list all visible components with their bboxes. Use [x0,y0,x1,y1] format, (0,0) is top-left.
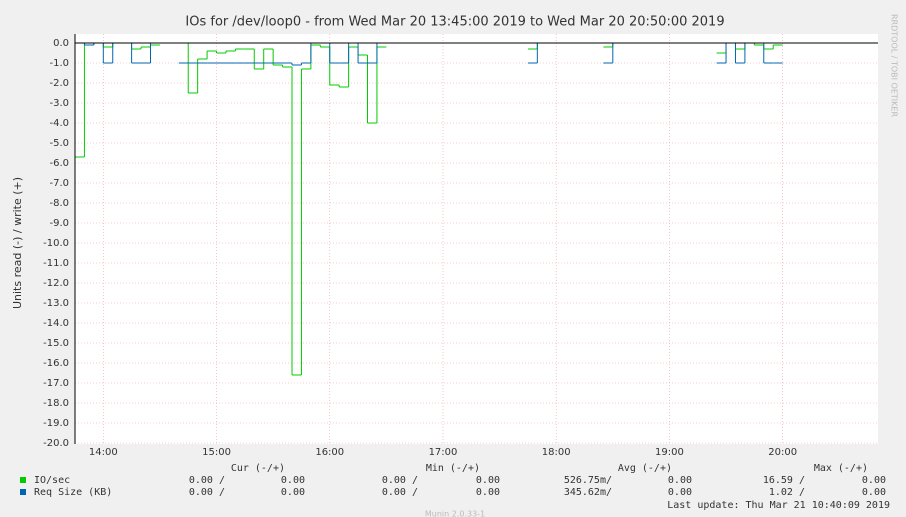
legend-header: Cur (-/+) [231,463,285,474]
y-tick-label: -6.0 [49,158,69,169]
legend-value: 0.00 [862,487,886,498]
y-tick-label: -2.0 [49,78,69,89]
legend-value: 0.00 [668,487,692,498]
x-tick-label: 17:00 [429,447,458,458]
x-tick-label: 14:00 [89,447,118,458]
legend-value: 0.00 [668,475,692,486]
legend-swatch [20,489,26,495]
side-text: RRDTOOL / TOBI OETIKER [890,14,899,117]
legend-header: Avg (-/+) [618,463,672,474]
legend-value: 0.00 / [382,475,418,486]
x-tick-label: 15:00 [202,447,231,458]
y-tick-label: -17.0 [43,378,69,389]
y-tick-label: -13.0 [43,298,69,309]
chart-title: IOs for /dev/loop0 - from Wed Mar 20 13:… [185,15,724,30]
legend-header: Max (-/+) [814,463,868,474]
y-tick-label: -16.0 [43,358,69,369]
y-tick-label: -3.0 [49,98,69,109]
y-tick-label: -4.0 [49,118,69,129]
legend-value: 0.00 [862,475,886,486]
legend-value: 345.62m/ [564,487,612,498]
x-tick-label: 19:00 [655,447,684,458]
x-tick-label: 16:00 [315,447,344,458]
x-tick-label: 20:00 [768,447,797,458]
legend-header: Min (-/+) [426,463,480,474]
legend-value: 1.02 / [769,487,805,498]
y-tick-label: -12.0 [43,278,69,289]
y-tick-label: -20.0 [43,438,69,449]
legend-swatch [20,477,26,483]
plot-area [75,34,878,444]
last-update: Last update: Thu Mar 21 10:40:09 2019 [667,500,890,511]
legend-label: Req Size (KB) [34,487,112,498]
y-tick-label: -8.0 [49,198,69,209]
legend-value: 0.00 / [382,487,418,498]
y-tick-label: -9.0 [49,218,69,229]
legend-label: IO/sec [34,475,70,486]
legend-value: 0.00 / [189,475,225,486]
y-tick-label: -18.0 [43,398,69,409]
y-tick-label: -7.0 [49,178,69,189]
y-tick-label: -1.0 [49,58,69,69]
legend-value: 0.00 / [189,487,225,498]
y-axis-title: Units read (-) / write (+) [11,177,24,309]
legend-value: 0.00 [476,475,500,486]
footer: Munin 2.0.33-1 [425,510,485,517]
y-tick-label: -14.0 [43,318,69,329]
legend-value: 16.59 / [763,475,805,486]
y-tick-label: 0.0 [53,38,69,49]
legend-value: 526.75m/ [564,475,612,486]
legend-value: 0.00 [476,487,500,498]
legend-value: 0.00 [281,475,305,486]
y-tick-label: -5.0 [49,138,69,149]
y-tick-label: -15.0 [43,338,69,349]
y-tick-label: -11.0 [43,258,69,269]
y-tick-label: -19.0 [43,418,69,429]
x-tick-label: 18:00 [542,447,571,458]
y-tick-label: -10.0 [43,238,69,249]
legend-value: 0.00 [281,487,305,498]
